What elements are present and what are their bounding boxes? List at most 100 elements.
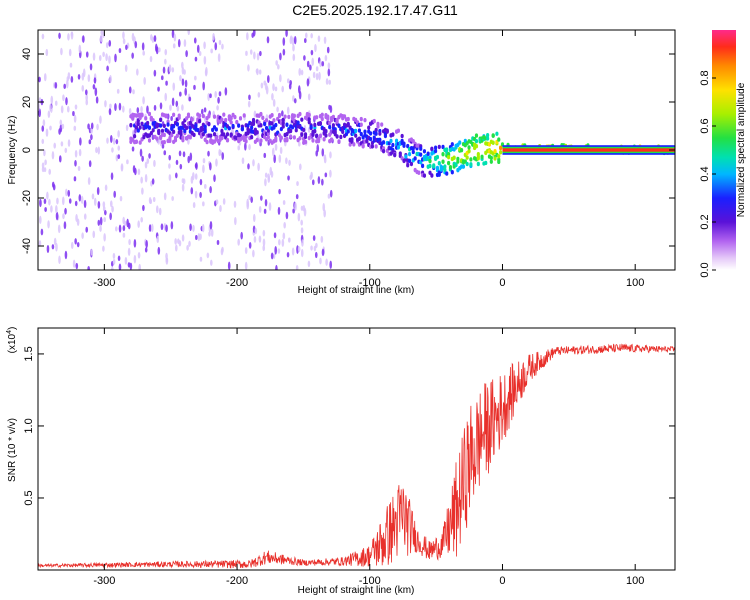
noise-cell	[285, 30, 288, 37]
ridge-cell	[398, 151, 402, 156]
noise-cell	[258, 69, 262, 75]
ridge-cell	[175, 122, 179, 127]
noise-cell	[329, 189, 333, 198]
noise-cell	[110, 267, 114, 270]
noise-cell	[156, 205, 159, 214]
noise-cell	[263, 152, 267, 159]
noise-cell	[133, 238, 137, 248]
noise-cell	[288, 159, 291, 166]
ridge-cell	[281, 121, 285, 126]
colorbar-tick-label: 0.4	[699, 166, 711, 181]
ridge-cell	[393, 152, 397, 158]
noise-cell	[300, 219, 303, 226]
noise-cell	[321, 148, 325, 157]
noise-cell	[285, 211, 289, 220]
noise-cell	[118, 48, 122, 54]
noise-cell	[216, 239, 220, 245]
noise-cell	[92, 230, 96, 239]
noise-cell	[329, 169, 332, 178]
noise-cell	[247, 64, 250, 72]
ridge-cell	[363, 117, 367, 123]
noise-cell	[210, 228, 214, 237]
noise-cell	[248, 195, 251, 200]
noise-cell	[303, 55, 306, 61]
ridge-cell	[328, 120, 332, 126]
noise-cell	[299, 163, 302, 171]
noise-cell	[70, 241, 74, 250]
noise-cell	[300, 69, 304, 76]
spectrogram-xlabel: Height of straight line (km)	[298, 285, 415, 296]
ridge-cell	[378, 137, 382, 143]
noise-cell	[102, 245, 105, 252]
noise-cell	[248, 94, 251, 101]
noise-cell	[102, 201, 106, 208]
noise-cell	[164, 92, 168, 102]
noise-cell	[168, 174, 172, 181]
ridge-cell	[170, 126, 174, 132]
y-tick-label: 20	[21, 96, 33, 108]
noise-cell	[171, 97, 175, 107]
noise-cell	[257, 92, 261, 98]
ridge-cell	[237, 123, 241, 128]
noise-cell	[221, 152, 225, 160]
noise-cell	[112, 252, 116, 260]
ridge-cell	[491, 140, 495, 145]
noise-cell	[295, 264, 299, 270]
noise-cell	[271, 92, 274, 101]
noise-cell	[122, 232, 126, 238]
noise-cell	[163, 150, 167, 156]
noise-cell	[199, 191, 202, 199]
noise-cell	[85, 93, 88, 102]
noise-cell	[66, 76, 70, 82]
ridge-cell	[313, 129, 317, 134]
ridge-cell	[179, 129, 183, 134]
noise-cell	[153, 104, 157, 111]
noise-cell	[55, 211, 59, 221]
ridge-cell	[138, 115, 142, 121]
noise-cell	[39, 198, 42, 208]
noise-cell	[311, 179, 315, 186]
noise-cell	[140, 106, 143, 113]
noise-cell	[197, 232, 201, 242]
noise-cell	[306, 78, 310, 87]
ridge-cell	[227, 126, 231, 131]
ridge-cell	[461, 164, 466, 169]
ridge-cell	[311, 138, 315, 143]
ridge-cell	[370, 144, 375, 149]
noise-cell	[193, 84, 196, 90]
noise-cell	[212, 33, 215, 41]
ridge-cell	[419, 146, 423, 151]
ridge-cell	[433, 145, 438, 150]
ridge-cell	[266, 135, 270, 140]
noise-cell	[217, 96, 220, 104]
ridge-cell	[222, 132, 226, 137]
noise-cell	[246, 201, 250, 210]
ridge-cell	[298, 111, 302, 117]
noise-cell	[227, 261, 231, 270]
ridge-cell	[138, 140, 142, 145]
noise-cell	[182, 151, 186, 158]
noise-cell	[82, 35, 85, 43]
noise-cell	[45, 48, 49, 57]
noise-cell	[157, 86, 160, 92]
noise-cell	[205, 66, 208, 76]
ridge-cell	[251, 117, 256, 123]
noise-cell	[203, 41, 206, 50]
snr-series-line	[38, 343, 675, 569]
noise-cell	[60, 141, 64, 147]
noise-cell	[141, 187, 144, 195]
noise-cell	[174, 244, 178, 252]
noise-cell	[272, 98, 276, 107]
ridge-cell	[486, 133, 490, 138]
noise-cell	[287, 175, 290, 181]
noise-cell	[252, 213, 256, 223]
noise-cell	[125, 44, 128, 51]
noise-cell	[188, 240, 191, 247]
ridge-cell	[222, 112, 226, 117]
ridge-cell	[452, 155, 456, 160]
noise-cell	[55, 205, 58, 214]
noise-cell	[157, 246, 161, 255]
noise-cell	[74, 104, 78, 110]
noise-cell	[302, 205, 306, 212]
noise-cell	[252, 30, 256, 37]
